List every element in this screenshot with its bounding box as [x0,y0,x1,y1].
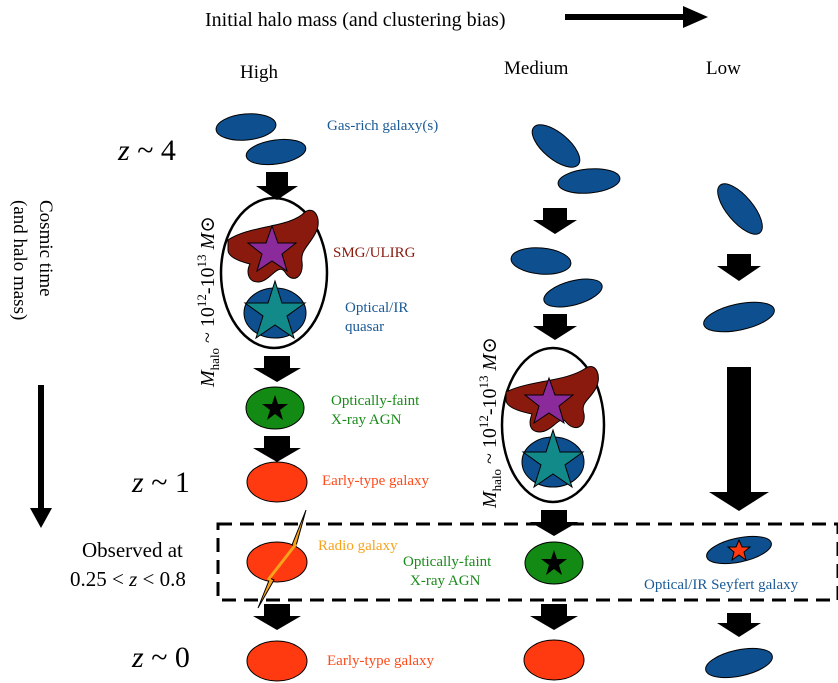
early-type-icon [246,461,308,503]
down-arrow-icon [253,356,301,382]
halo-mass-label-high: Mhalo ~ 1012-1013 M⊙ [194,216,222,388]
cosmic-time-title: Cosmic time (and halo mass) [9,200,56,320]
radio-galaxy-icon [246,541,308,583]
gas-galaxy-icon [717,183,763,235]
svg-text:Mhalo ~ 1012-1013 M⊙: Mhalo ~ 1012-1013 M⊙ [194,216,222,388]
gas-rich-label: Gas-rich galaxy(s) [327,118,438,134]
svg-text:Mhalo ~ 1012-1013 M⊙: Mhalo ~ 1012-1013 M⊙ [476,337,504,509]
down-arrow-icon [533,208,577,234]
svg-text:Cosmic time: Cosmic time [35,200,56,297]
mass-arrow [565,6,708,28]
down-arrow-icon [253,436,301,462]
gas-galaxy-icon [215,113,277,141]
smg-label: SMG/ULIRG [333,245,416,261]
column-high: High [240,62,279,83]
merger-outline [219,196,329,350]
quasar-star-icon [243,279,307,340]
medium-agn-label-1: Optically-faint [403,554,492,570]
faint-agn-label-2: X-ray AGN [331,412,402,428]
gas-galaxy-icon [557,168,621,194]
down-arrow-icon [530,604,578,630]
column-low: Low [706,58,741,79]
gas-galaxy-icon [543,278,603,308]
early-type-label-0: Early-type galaxy [327,653,435,669]
quasar-label-2: quasar [345,319,384,335]
svg-text:(and halo mass): (and halo mass) [9,200,30,320]
down-arrow-icon [256,172,298,200]
z0-label: z ~ 0 [131,641,190,674]
long-down-arrow-icon [709,367,769,511]
gas-galaxy-icon [510,247,572,275]
quasar-label-1: Optical/IR [345,300,408,316]
gas-galaxy-icon [531,124,581,168]
medium-agn-label-2: X-ray AGN [410,573,481,589]
z1-label: z ~ 1 [131,466,190,499]
gas-galaxy-icon [705,647,773,679]
down-arrow-icon [717,254,761,281]
radio-jet-icon [257,577,275,609]
axis-title: Initial halo mass (and clustering bias) [205,9,505,31]
radio-jet-icon [266,543,298,581]
observed-window [216,522,838,602]
agn-star-icon [262,395,288,420]
agn-star-icon [541,550,567,575]
quasar-star-icon [521,428,585,489]
seyfert-star-icon [726,538,752,562]
cosmic-time-arrow [30,385,52,528]
gas-galaxy-icon [245,138,307,166]
faint-agn-label-1: Optically-faint [331,393,420,409]
early-type-icon [246,640,308,682]
down-arrow-icon [253,604,301,630]
merger-outline [500,346,606,504]
down-arrow-icon [717,613,761,637]
down-arrow-icon [530,510,578,536]
observed-line1: Observed at [82,538,183,562]
early-type-label-1: Early-type galaxy [322,473,430,489]
z4-label: z ~ 4 [117,134,176,167]
seyfert-label: Optical/IR Seyfert galaxy [644,577,799,593]
star-icon [523,376,575,425]
radio-label: Radio galaxy [318,538,398,554]
gas-galaxy-icon [703,301,775,333]
column-medium: Medium [504,58,569,79]
observed-line2: 0.25 < z < 0.8 [70,567,186,591]
early-type-icon [523,639,585,681]
down-arrow-icon [533,314,577,340]
halo-mass-label-medium: Mhalo ~ 1012-1013 M⊙ [476,337,504,509]
radio-jet-icon [291,509,307,547]
star-icon [246,224,298,273]
